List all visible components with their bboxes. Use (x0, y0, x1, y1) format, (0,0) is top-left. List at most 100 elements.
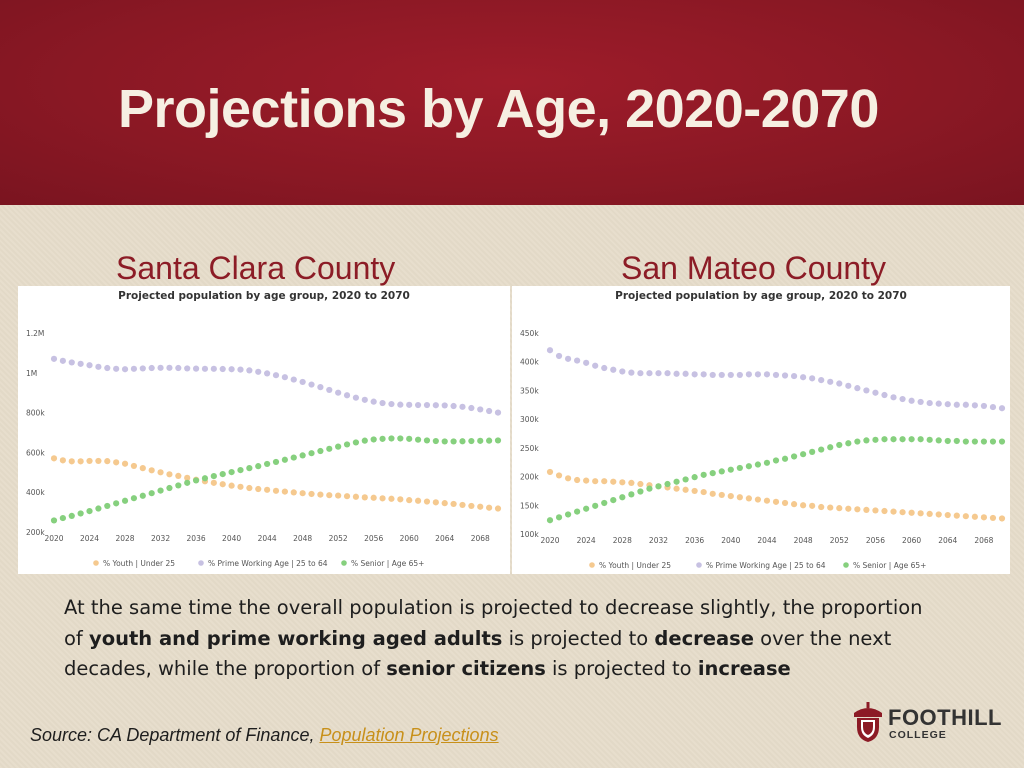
y-tick-label: 1M (26, 369, 37, 378)
data-point (86, 362, 93, 369)
body-text-4: is projected to (545, 657, 698, 680)
data-point (908, 436, 915, 443)
data-point (113, 459, 120, 466)
data-point (673, 485, 680, 492)
data-point (104, 458, 111, 465)
data-point (494, 409, 502, 416)
data-point (763, 371, 771, 378)
data-point (619, 494, 626, 501)
acorn-icon (854, 702, 882, 742)
data-point (343, 441, 351, 448)
x-tick-label: 2052 (830, 536, 849, 545)
data-point (998, 515, 1006, 522)
data-point (361, 437, 368, 444)
y-tick-label: 1.2M (26, 329, 44, 338)
data-point (494, 437, 502, 444)
data-point (157, 469, 164, 476)
data-point (121, 460, 129, 467)
data-point (264, 460, 271, 468)
data-point (564, 511, 572, 518)
data-point (68, 512, 75, 519)
data-point (754, 461, 762, 468)
data-point (926, 510, 933, 517)
data-point (691, 487, 698, 495)
y-tick-label: 150k (520, 501, 539, 510)
x-tick-label: 2044 (258, 534, 277, 543)
data-point (361, 396, 368, 403)
data-point (800, 502, 807, 509)
data-point (86, 457, 93, 465)
data-point (255, 463, 262, 470)
data-point (727, 371, 734, 379)
data-point (754, 371, 762, 378)
y-tick-label: 300k (520, 415, 539, 424)
legend-marker (198, 560, 204, 566)
x-tick-label: 2068 (974, 536, 993, 545)
data-point (486, 407, 493, 415)
data-point (175, 482, 182, 489)
data-point (397, 401, 404, 408)
data-point (619, 368, 626, 375)
body-bold-youth-prime: youth and prime working aged adults (89, 626, 503, 650)
data-point (308, 381, 315, 388)
x-tick-label: 2032 (151, 534, 170, 543)
data-point (637, 370, 644, 377)
data-point (962, 401, 969, 408)
data-point (691, 474, 698, 481)
chart-santa-clara: Projected population by age group, 2020 … (26, 290, 502, 568)
data-point (863, 387, 870, 394)
data-point (68, 359, 75, 366)
data-point (130, 462, 138, 470)
data-point (718, 371, 725, 379)
data-point (139, 365, 146, 372)
data-point (709, 490, 716, 497)
data-point (890, 394, 897, 401)
data-point (281, 488, 288, 495)
data-point (352, 493, 360, 500)
data-point (308, 490, 315, 498)
data-point (477, 503, 484, 510)
data-point (718, 468, 725, 475)
data-point (998, 405, 1006, 412)
data-point (709, 470, 716, 477)
data-point (441, 438, 448, 445)
data-point (432, 499, 439, 506)
data-point (113, 365, 120, 372)
data-point (917, 436, 924, 443)
x-tick-label: 2028 (613, 536, 632, 545)
data-point (272, 372, 280, 379)
data-point (397, 496, 404, 503)
data-point (104, 502, 111, 510)
source-link[interactable]: Population Projections (319, 725, 499, 745)
data-point (989, 514, 997, 522)
data-point (718, 491, 725, 499)
data-point (326, 445, 333, 452)
data-point (664, 370, 671, 377)
legend-marker (93, 560, 99, 566)
body-text-2: is projected to (502, 626, 655, 650)
data-point (468, 404, 475, 412)
data-point (836, 441, 843, 449)
data-point (370, 494, 377, 501)
data-point (854, 385, 861, 392)
data-point (459, 438, 466, 445)
legend-label: % Senior | Age 65+ (351, 559, 424, 568)
data-point (423, 401, 431, 409)
data-point (836, 380, 843, 387)
data-point (890, 436, 897, 443)
logo-name: FOOTHILL (888, 705, 1002, 730)
data-point (827, 504, 834, 511)
x-tick-label: 2048 (293, 534, 312, 543)
data-point (130, 365, 138, 372)
data-point (944, 401, 951, 408)
data-point (790, 372, 798, 380)
data-point (980, 514, 988, 521)
data-point (414, 401, 422, 409)
county-label-san-mateo: San Mateo County (621, 250, 887, 286)
body-bold-decrease: decrease (654, 626, 754, 650)
data-point (935, 437, 942, 444)
data-point (854, 506, 861, 513)
data-point (326, 492, 333, 499)
x-tick-label: 2048 (794, 536, 813, 545)
data-point (50, 517, 58, 524)
